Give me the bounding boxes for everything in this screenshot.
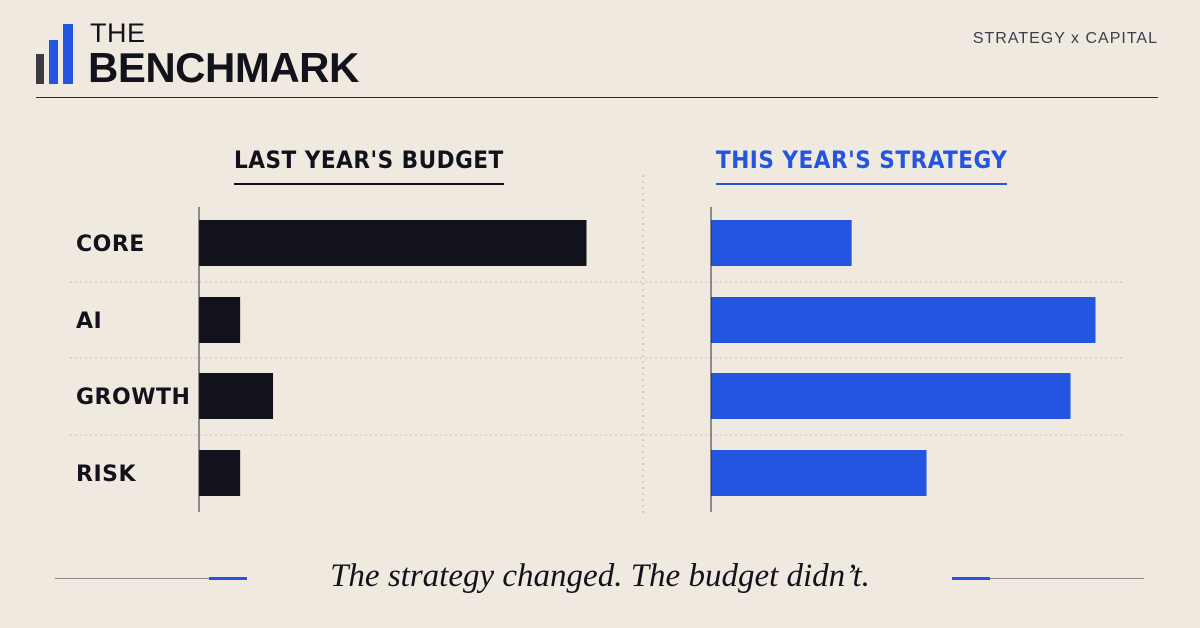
logo-bar-3 <box>63 24 73 84</box>
header: THE BENCHMARK STRATEGY x CAPITAL <box>0 0 1200 100</box>
category-label-core: CORE <box>76 232 145 257</box>
caption: The strategy changed. The budget didn’t. <box>330 558 870 594</box>
panel-title-last-year: LAST YEAR'S BUDGET <box>234 146 504 185</box>
panel-title-this-year: THIS YEAR'S STRATEGY <box>716 146 1008 185</box>
category-label-risk: RISK <box>76 462 136 487</box>
this-year-bar-ai <box>711 297 1096 343</box>
category-label-growth: GROWTH <box>76 385 190 410</box>
panel-title-last-year-text: LAST YEAR'S BUDGET <box>234 146 504 185</box>
last-year-bar-core <box>199 220 587 266</box>
this-year-bar-risk <box>711 450 927 496</box>
brand-line-1: THE <box>90 18 146 48</box>
logo-bar-1 <box>36 54 44 84</box>
caption-rule-left <box>55 578 247 579</box>
header-divider <box>36 97 1158 98</box>
category-label-ai: AI <box>76 309 102 334</box>
logo-bar-2 <box>49 40 58 84</box>
last-year-bar-growth <box>199 373 274 419</box>
this-year-bar-core <box>711 220 852 266</box>
last-year-bar-ai <box>199 297 241 343</box>
panel-title-this-year-text: THIS YEAR'S STRATEGY <box>716 146 1008 185</box>
tagline: STRATEGY x CAPITAL <box>972 30 1158 47</box>
this-year-bar-growth <box>711 373 1071 419</box>
caption-accent-right <box>952 577 990 580</box>
caption-rule-right <box>952 578 1144 579</box>
bar-chart-logo-icon <box>36 24 73 84</box>
caption-accent-left <box>209 577 247 580</box>
brand-name: BENCHMARK <box>88 44 359 91</box>
last-year-bar-risk <box>199 450 241 496</box>
